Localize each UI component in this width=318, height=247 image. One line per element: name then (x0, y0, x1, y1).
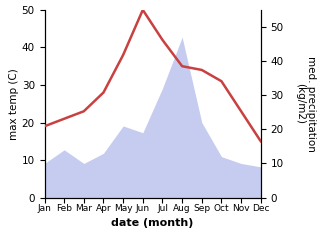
X-axis label: date (month): date (month) (111, 218, 194, 228)
Y-axis label: max temp (C): max temp (C) (9, 68, 19, 140)
Y-axis label: med. precipitation
(kg/m2): med. precipitation (kg/m2) (295, 56, 316, 152)
